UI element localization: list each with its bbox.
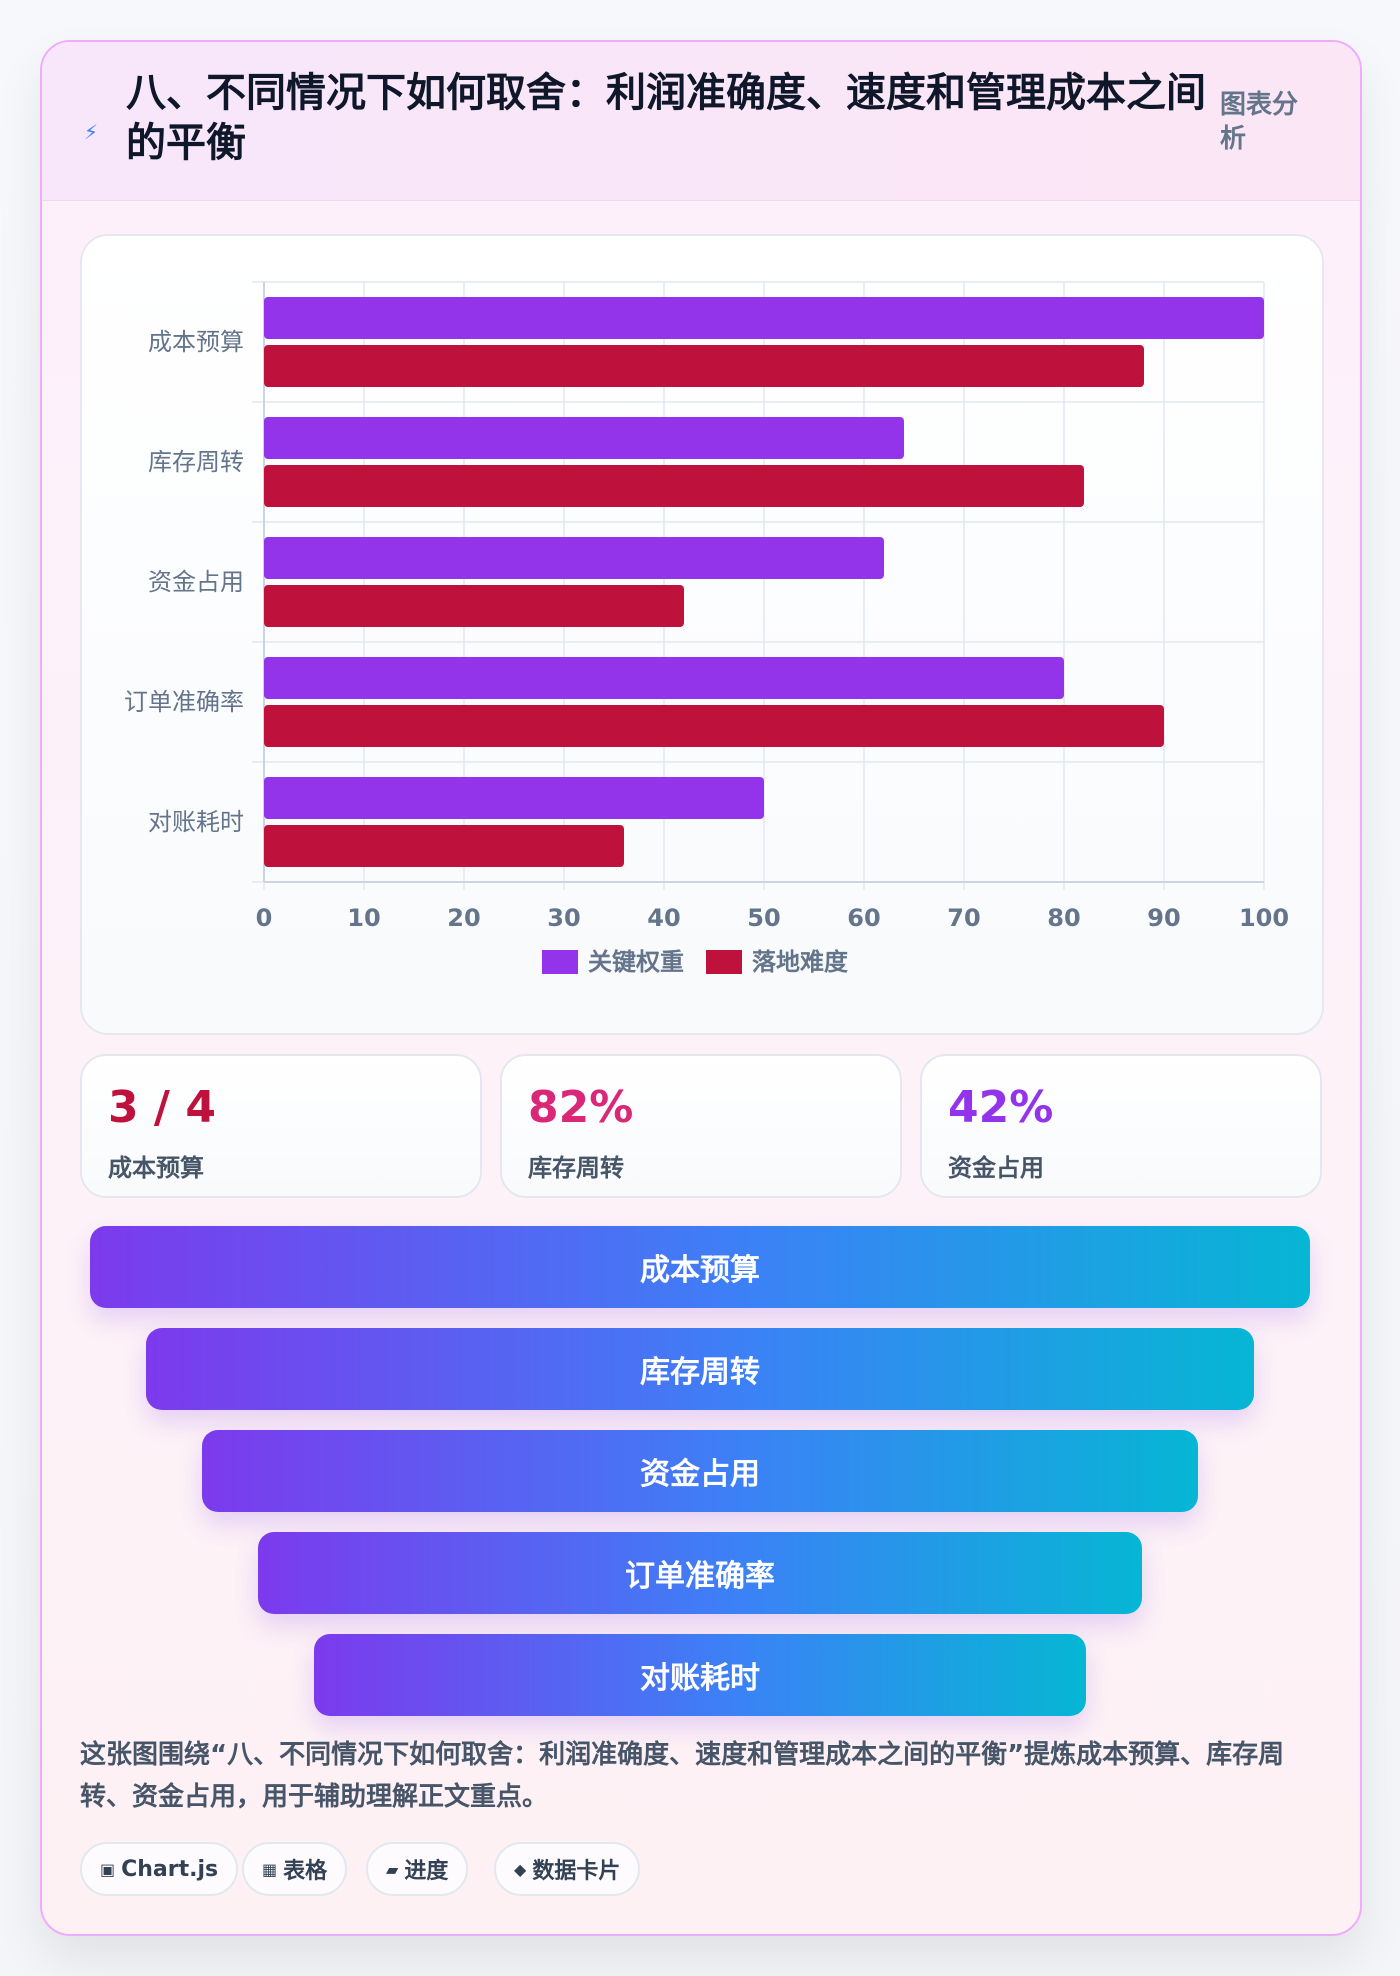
- x-tick-label: 0: [256, 904, 273, 932]
- y-tick-label: 对账耗时: [148, 808, 244, 836]
- bar-key-weight: [264, 537, 884, 579]
- bar-difficulty: [264, 465, 1084, 507]
- x-tick-label: 30: [547, 904, 580, 932]
- stat-label: 资金占用: [948, 1154, 1044, 1182]
- x-tick-label: 90: [1147, 904, 1180, 932]
- x-tick-label: 10: [347, 904, 380, 932]
- bar-key-weight: [264, 777, 764, 819]
- bar-difficulty: [264, 825, 624, 867]
- funnel-step-2: 库存周转: [146, 1328, 1254, 1410]
- legend-swatch: [706, 950, 742, 974]
- x-tick-label: 50: [747, 904, 780, 932]
- chip-chartjs[interactable]: ▣ Chart.js: [80, 1842, 239, 1896]
- bar-difficulty: [264, 585, 684, 627]
- bar-key-weight: [264, 657, 1064, 699]
- chip-label: 进度: [404, 1859, 449, 1884]
- bar-chart-panel: 0 10 20 30 40 50 60 70 80 90 100 成本预算库存周转资金占用订单准确率对…: [80, 234, 1324, 1035]
- chip-label: 表格: [283, 1859, 328, 1884]
- bar-key-weight: [264, 297, 1264, 339]
- x-tick-label: 40: [647, 904, 680, 932]
- stat-value: 3 / 4: [108, 1082, 216, 1133]
- bar-difficulty: [264, 345, 1144, 387]
- progress-icon: ▰: [386, 1859, 399, 1879]
- stat-label: 库存周转: [528, 1154, 624, 1182]
- stat-card-2: 82% 库存周转: [500, 1054, 902, 1198]
- y-tick-label: 资金占用: [148, 568, 244, 596]
- funnel-step-3: 资金占用: [202, 1430, 1198, 1512]
- x-tick-label: 70: [947, 904, 980, 932]
- chart-icon: ▣: [100, 1859, 116, 1879]
- stat-card-3: 42% 资金占用: [920, 1054, 1322, 1198]
- stat-label: 成本预算: [108, 1154, 204, 1182]
- funnel-step-4: 订单准确率: [258, 1532, 1142, 1614]
- legend-swatch: [542, 950, 578, 974]
- x-tick-label: 20: [447, 904, 480, 932]
- table-icon: ▦: [262, 1859, 278, 1879]
- chart-summary: 这张图围绕“八、不同情况下如何取舍：利润准确度、速度和管理成本之间的平衡”提炼成…: [80, 1740, 1285, 1812]
- legend-label: 落地难度: [752, 948, 849, 976]
- y-tick-label: 库存周转: [148, 448, 244, 476]
- funnel-step-5: 对账耗时: [314, 1634, 1086, 1716]
- x-tick-label: 100: [1239, 904, 1289, 932]
- chip-label: 数据卡片: [532, 1859, 621, 1884]
- chip-progress[interactable]: ▰ 进度: [366, 1842, 469, 1896]
- card-header: ⚡ 八、不同情况下如何取舍：利润准确度、速度和管理成本之间的平衡 图表分析: [42, 42, 1360, 201]
- lightning-icon: ⚡: [84, 120, 99, 144]
- x-tick-label: 60: [847, 904, 880, 932]
- stat-value: 42%: [948, 1082, 1054, 1133]
- chart-analysis-tag: 图表分析: [1220, 90, 1299, 154]
- stat-value: 82%: [528, 1082, 634, 1133]
- bar-key-weight: [264, 417, 904, 459]
- bar-chart: 0 10 20 30 40 50 60 70 80 90 100 成本预算库存周转资金占用订单准确率对…: [124, 281, 1289, 976]
- chip-table[interactable]: ▦ 表格: [242, 1842, 348, 1896]
- x-tick-label: 80: [1047, 904, 1080, 932]
- page-title: 八、不同情况下如何取舍：利润准确度、速度和管理成本之间的平衡: [126, 70, 1206, 166]
- bar-difficulty: [264, 705, 1164, 747]
- stat-card-1: 3 / 4 成本预算: [80, 1054, 482, 1198]
- y-tick-label: 成本预算: [148, 328, 244, 356]
- chart-card: ⚡ 八、不同情况下如何取舍：利润准确度、速度和管理成本之间的平衡 图表分析 0 1…: [40, 40, 1362, 1936]
- chip-label: Chart.js: [121, 1856, 219, 1882]
- funnel-step-1: 成本预算: [90, 1226, 1310, 1308]
- diamond-icon: ◆: [514, 1859, 527, 1879]
- chip-data-card[interactable]: ◆ 数据卡片: [494, 1842, 641, 1896]
- legend-label: 关键权重: [588, 948, 684, 976]
- y-tick-label: 订单准确率: [124, 688, 244, 716]
